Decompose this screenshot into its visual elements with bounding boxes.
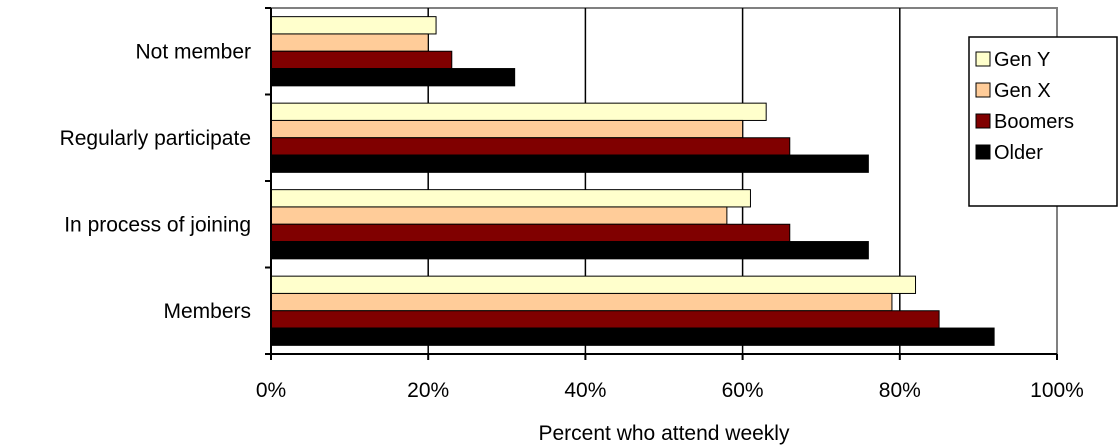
bar-gen-x-not-member [270, 33, 429, 52]
bar-older-regularly-participate [270, 154, 869, 173]
bar-older-not-member [270, 68, 516, 87]
legend: Gen Y Gen X Boomers Older [968, 36, 1118, 207]
x-tick-label: 0% [256, 379, 286, 402]
legend-swatch-older [975, 144, 991, 160]
bar-gen-y-not-member [270, 16, 437, 35]
legend-swatch-gen-y [975, 51, 991, 67]
legend-label-gen-y: Gen Y [994, 49, 1050, 71]
x-tick-label: 20% [407, 379, 449, 402]
bar-boomers-members [270, 310, 940, 329]
legend-label-gen-x: Gen X [994, 80, 1051, 102]
x-tick-label: 100% [1030, 379, 1084, 402]
category-label-in-process-of-joining: In process of joining [64, 213, 251, 236]
bar-boomers-regularly-participate [270, 137, 791, 156]
axes [265, 7, 1058, 360]
legend-box [968, 36, 1118, 207]
bar-gen-x-in-process-of-joining [270, 206, 728, 225]
category-label-members: Members [163, 300, 251, 323]
x-tick-label: 60% [722, 379, 764, 402]
bar-gen-x-regularly-participate [270, 119, 744, 139]
bar-gen-y-in-process-of-joining [270, 189, 751, 208]
bar-gen-y-members [270, 275, 917, 294]
bar-older-members [270, 327, 995, 346]
legend-swatch-boomers [975, 113, 991, 129]
legend-label-boomers: Boomers [994, 111, 1074, 133]
bar-older-in-process-of-joining [270, 241, 869, 260]
bars [270, 16, 995, 346]
bar-gen-x-members [270, 292, 893, 312]
x-tick-labels: 0% 20% 40% 60% 80% 100% [256, 379, 1084, 402]
bar-gen-y-regularly-participate [270, 102, 767, 121]
category-label-not-member: Not member [135, 40, 251, 63]
category-labels: Not member Regularly participate In proces… [60, 40, 251, 323]
x-tick-label: 80% [879, 379, 921, 402]
x-tick-label: 40% [564, 379, 606, 402]
legend-label-older: Older [994, 142, 1043, 164]
x-axis-title: Percent who attend weekly [539, 422, 790, 445]
legend-swatch-gen-x [975, 82, 991, 98]
bar-boomers-in-process-of-joining [270, 223, 791, 243]
bar-boomers-not-member [270, 50, 453, 70]
category-label-regularly-participate: Regularly participate [60, 127, 251, 150]
